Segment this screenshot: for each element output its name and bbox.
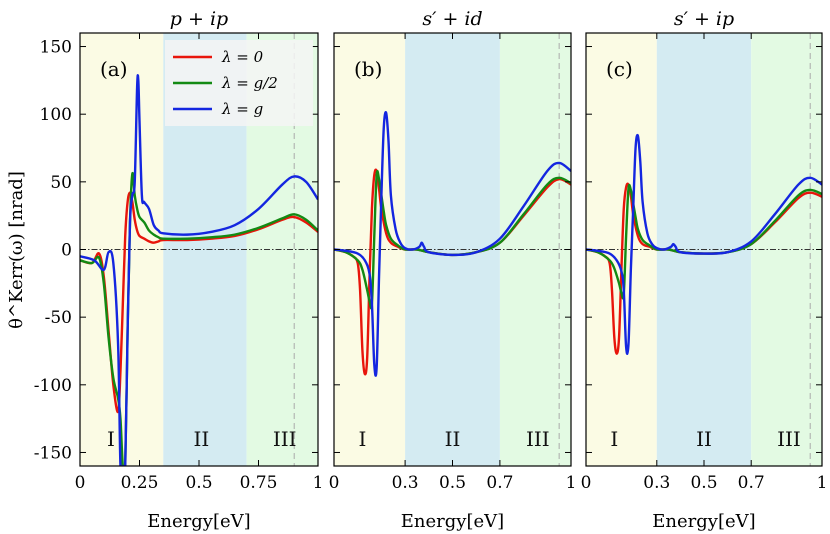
x-tick-label: 0.75 [240,473,278,493]
legend: λ = 0 λ = g/2 λ = g [165,40,313,126]
x-tick-label: 0.3 [643,473,670,493]
y-tick-label: -150 [34,443,72,463]
series-line-lambda-g-half [80,171,318,466]
series-line-lambda-g-half [586,183,822,300]
x-tick-label: 0.5 [439,473,466,493]
x-tick-label: 0.5 [185,473,212,493]
y-tick-label: -100 [34,376,72,396]
region-label-1: I [107,427,115,451]
panel-letter: (b) [354,57,382,81]
x-tick-label: 0.5 [690,473,717,493]
x-tick-label: 0.7 [738,473,765,493]
x-tick-label: 1 [313,473,324,493]
legend-label: λ = 0 [221,48,264,66]
y-tick-label: 100 [40,105,72,125]
region-label-3: III [777,427,801,451]
panel-title: s′ + id [422,8,482,30]
curves [334,111,571,377]
region-label-2: II [445,427,461,451]
x-tick-label: 0.3 [392,473,419,493]
y-tick-label: 50 [50,173,72,193]
x-tick-label: 0.7 [486,473,513,493]
series-line-lambda-g [334,111,571,377]
region-label-3: III [273,427,297,451]
y-tick-label: 0 [61,241,72,261]
series-line-lambda-g [80,74,318,466]
curves [586,133,822,355]
x-tick-label: 1 [566,473,577,493]
series-line-lambda-g [586,133,822,355]
y-axis-label: θ^Kerr(ω) [nrad] [6,171,27,329]
x-axis-label: Energy[eV] [401,511,504,532]
x-tick-label: 0 [581,473,592,493]
region-label-1: I [610,427,618,451]
legend-label: λ = g [221,100,263,118]
y-tick-label: -50 [45,308,72,328]
y-tick-label: 150 [40,38,72,58]
x-tick-label: 0.25 [121,473,159,493]
series-line-lambda-g-half [334,170,571,310]
panel-letter: (c) [606,57,633,81]
panel-title: p + ip [170,8,228,30]
curves [80,74,318,466]
x-tick-label: 0 [75,473,86,493]
region-label-2: II [696,427,712,451]
region-label-1: I [358,427,366,451]
x-axis-label: Energy[eV] [147,511,250,532]
x-tick-label: 0 [329,473,340,493]
y-axis-label-text: θ^Kerr(ω) [nrad] [6,171,27,329]
panel-letter: (a) [100,57,128,81]
x-tick-label: 1 [817,473,828,493]
legend-label: λ = g/2 [221,74,278,92]
region-label-2: II [193,427,209,451]
x-axis-label: Energy[eV] [652,511,755,532]
region-label-3: III [526,427,550,451]
panel-title: s′ + ip [674,8,734,30]
